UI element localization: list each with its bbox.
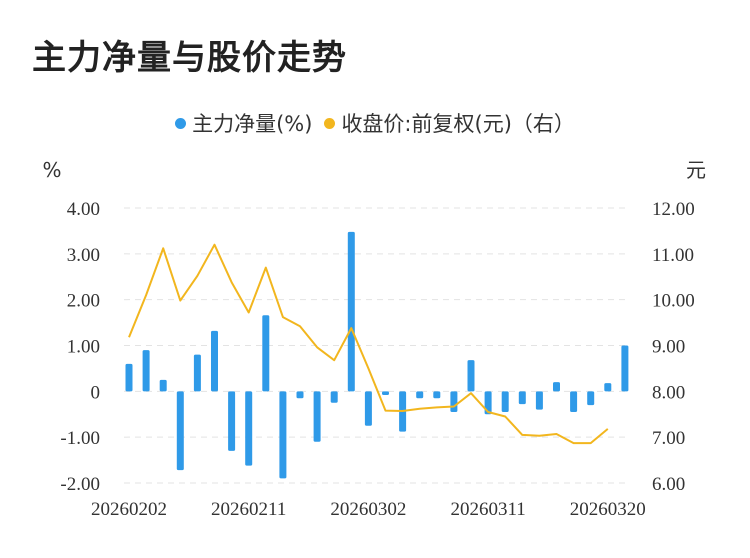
net-volume-bar[interactable] — [433, 391, 441, 399]
net-volume-bar[interactable] — [330, 391, 338, 403]
legend-item-close-price[interactable]: 收盘价:前复权(元)（右） — [324, 108, 575, 138]
net-volume-bar[interactable] — [570, 391, 578, 412]
right-tick-label: 8.00 — [652, 382, 685, 403]
net-volume-bar[interactable] — [228, 391, 236, 451]
net-volume-bar[interactable] — [535, 391, 543, 410]
x-tick-label: 20260211 — [211, 499, 286, 520]
left-tick-label: -1.00 — [60, 428, 100, 449]
left-tick-label: 4.00 — [67, 199, 100, 220]
net-volume-bar[interactable] — [313, 391, 321, 442]
left-tick-label: 1.00 — [67, 337, 100, 358]
legend-label: 收盘价:前复权(元)（右） — [341, 112, 575, 136]
right-tick-label: 7.00 — [652, 428, 685, 449]
net-volume-bar[interactable] — [347, 231, 355, 392]
legend-item-net-volume[interactable]: 主力净量(%) — [175, 108, 312, 138]
net-volume-bar[interactable] — [382, 391, 389, 395]
legend-dot-icon — [324, 117, 336, 129]
net-volume-bar[interactable] — [416, 391, 424, 399]
net-volume-bar[interactable] — [176, 391, 184, 471]
x-tick-label: 20260302 — [330, 499, 406, 520]
net-volume-bar[interactable] — [518, 391, 526, 405]
left-tick-label: 3.00 — [67, 245, 100, 266]
net-volume-bar[interactable] — [364, 391, 372, 426]
net-volume-bar[interactable] — [587, 391, 595, 406]
left-tick-label: 0 — [91, 382, 101, 403]
net-volume-bar[interactable] — [621, 345, 629, 392]
x-tick-label: 20260202 — [91, 499, 167, 520]
net-volume-bar[interactable] — [193, 354, 201, 392]
net-volume-bar[interactable] — [245, 391, 253, 466]
right-tick-label: 6.00 — [652, 474, 685, 495]
net-volume-bar[interactable] — [604, 383, 612, 392]
close-price-line[interactable] — [128, 243, 609, 445]
net-volume-bar[interactable] — [450, 391, 458, 412]
net-volume-bar[interactable] — [279, 391, 287, 479]
right-tick-label: 9.00 — [652, 337, 685, 358]
right-tick-label: 12.00 — [652, 199, 695, 220]
net-volume-bar[interactable] — [159, 379, 167, 392]
left-tick-label: -2.00 — [60, 474, 100, 495]
net-volume-bar[interactable] — [553, 382, 560, 392]
net-volume-bar[interactable] — [467, 360, 475, 392]
net-volume-bar[interactable] — [262, 315, 270, 392]
left-tick-label: 2.00 — [67, 291, 100, 312]
x-tick-label: 20260311 — [450, 499, 525, 520]
left-axis-unit: % — [42, 158, 61, 182]
right-tick-label: 10.00 — [652, 291, 695, 312]
legend-dot-icon — [175, 117, 187, 129]
legend-label: 主力净量(%) — [192, 112, 313, 136]
net-volume-bar[interactable] — [296, 391, 304, 399]
legend: 主力净量(%) 收盘价:前复权(元)（右） — [0, 108, 750, 138]
right-axis-unit: 元 — [686, 158, 706, 182]
x-tick-label: 20260320 — [570, 499, 646, 520]
chart-title: 主力净量与股价走势 — [32, 38, 347, 78]
net-volume-bar[interactable] — [211, 330, 218, 392]
net-volume-bar[interactable] — [142, 350, 150, 392]
right-tick-label: 11.00 — [652, 245, 694, 266]
net-volume-bar[interactable] — [501, 391, 509, 412]
net-volume-bar[interactable] — [484, 391, 492, 415]
net-volume-bar[interactable] — [125, 363, 133, 392]
